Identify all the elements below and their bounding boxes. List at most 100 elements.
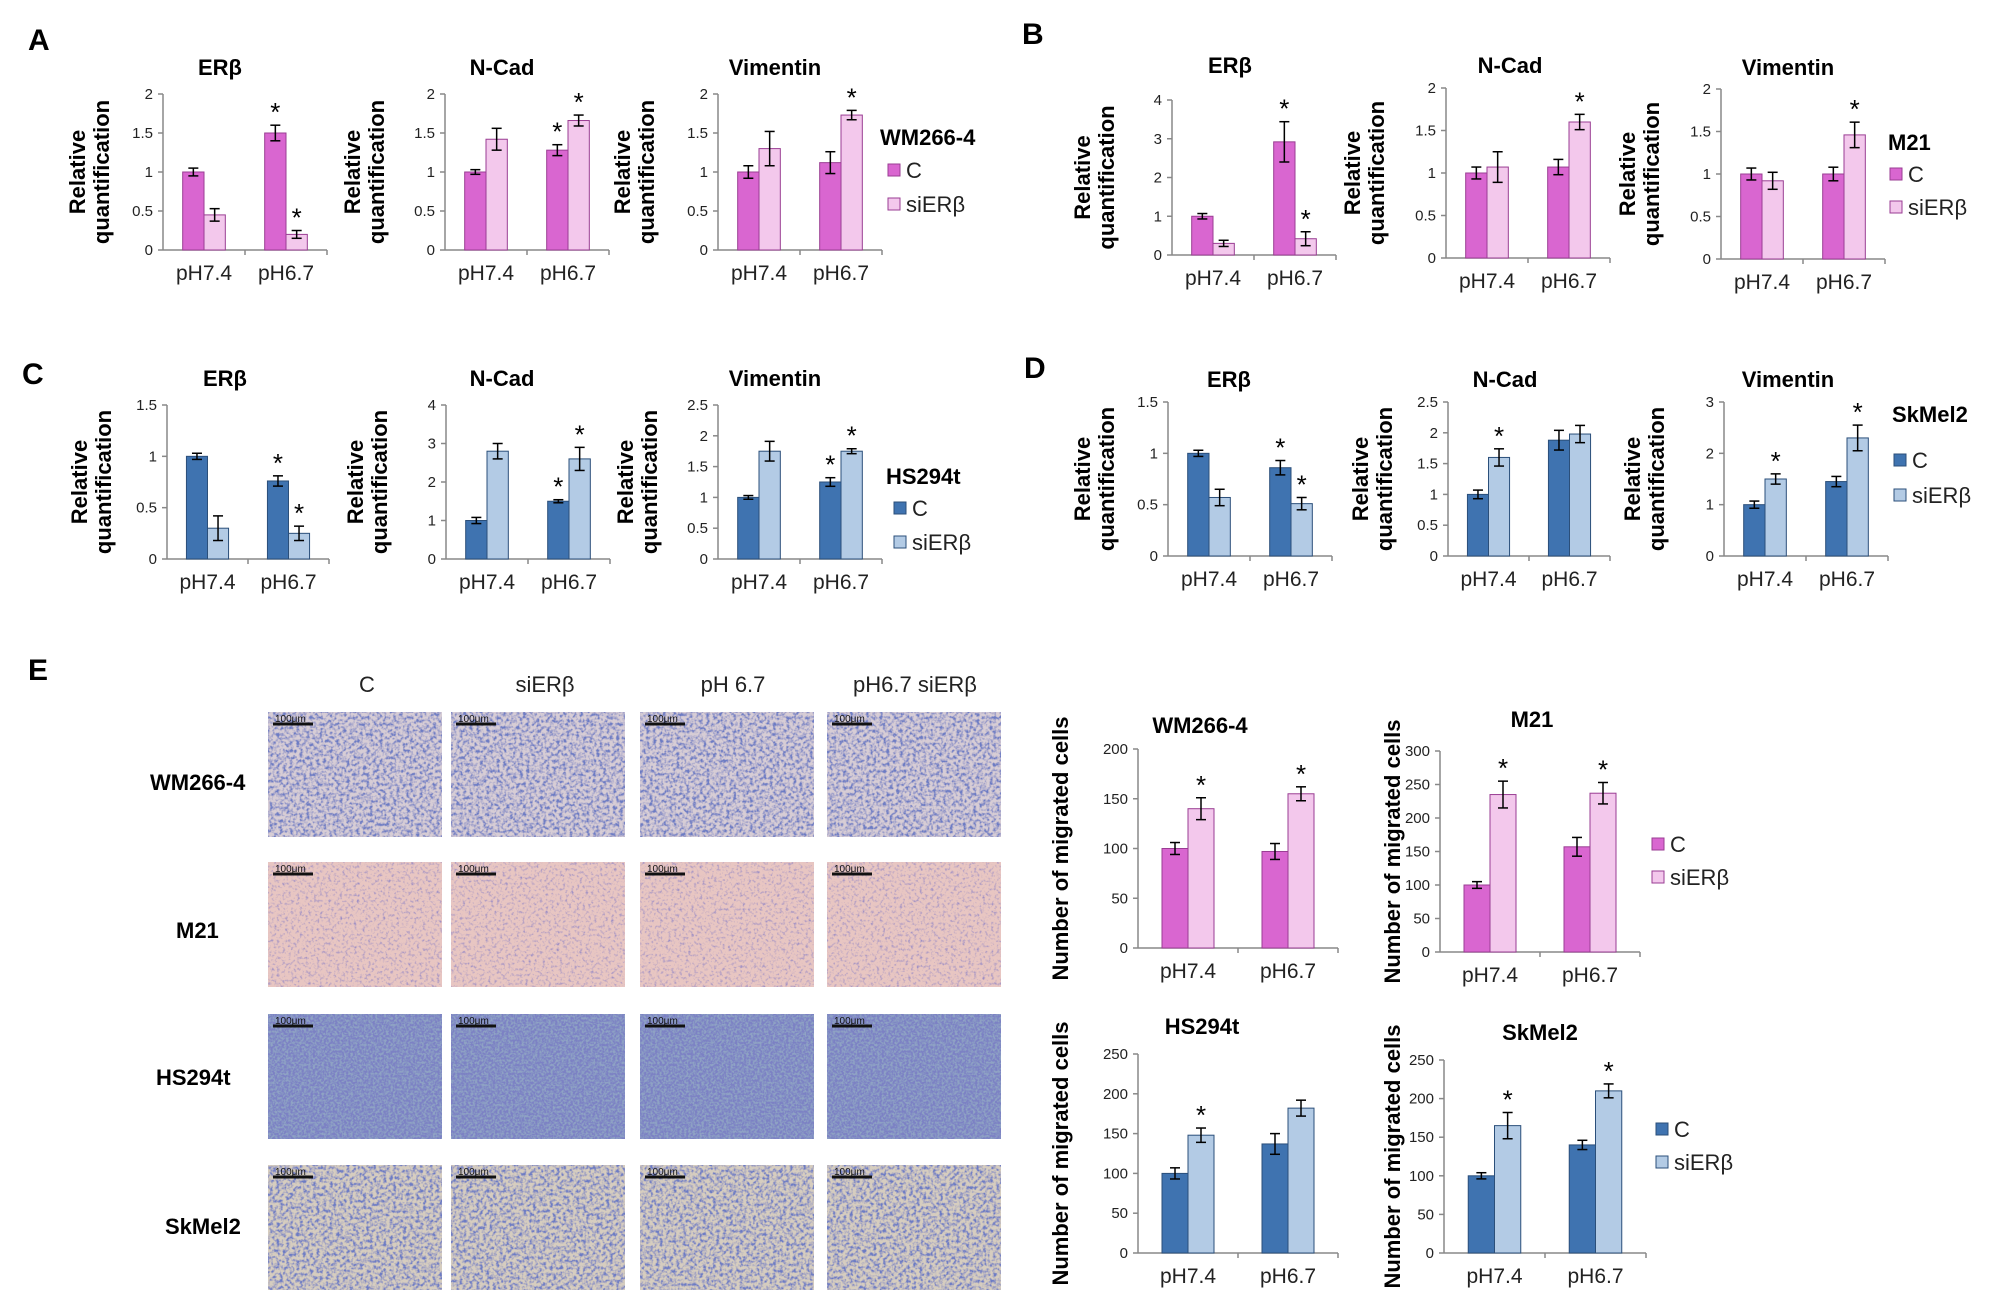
bar-c xyxy=(1463,884,1491,953)
y-axis-label-line2: quantification xyxy=(91,410,116,554)
chart-title: SkMel2 xyxy=(1502,1020,1578,1045)
micrograph-grid: 100μm 100μm 100μm 100μm 100μm 100μm 100μm 100μm… xyxy=(268,712,1001,1290)
x-category-label: pH7.4 xyxy=(176,262,232,285)
y-tick-label: 50 xyxy=(1413,911,1430,928)
y-axis-label: Number of migrated cells xyxy=(1380,719,1405,983)
significance-star: * xyxy=(1598,754,1608,784)
y-tick-label: 0.5 xyxy=(1137,497,1158,514)
y-tick-label: 1.5 xyxy=(136,397,157,414)
scale-bar-label: 100μm xyxy=(834,714,865,725)
y-axis-label-line2: quantification xyxy=(634,100,659,244)
significance-star: * xyxy=(273,448,283,478)
micrograph-0-1: 100μm xyxy=(451,712,625,837)
bar-sier xyxy=(758,450,781,560)
micrograph-image xyxy=(827,712,1001,837)
bar-c xyxy=(1547,439,1570,557)
y-tick-label: 1 xyxy=(1428,165,1436,182)
bar-c xyxy=(1161,1172,1189,1254)
y-tick-label: 0 xyxy=(1154,247,1162,264)
y-tick-label: 2 xyxy=(700,86,708,103)
bar-sier xyxy=(1187,1134,1215,1254)
bar-c xyxy=(1465,172,1488,259)
chart-title: Vimentin xyxy=(729,55,822,80)
x-category-label: pH7.4 xyxy=(1462,964,1518,987)
y-axis-label-line1: Relative xyxy=(1070,437,1095,521)
y-axis-label: Number of migrated cells xyxy=(1048,1021,1073,1285)
bar-c xyxy=(1743,504,1766,557)
y-tick-label: 0 xyxy=(1150,548,1158,565)
y-tick-label: 4 xyxy=(1154,92,1162,109)
micrograph-1-3: 100μm xyxy=(827,862,1001,987)
micrograph-1-2: 100μm xyxy=(640,862,814,987)
x-category-label: pH7.4 xyxy=(731,262,787,285)
significance-star: * xyxy=(1850,94,1860,124)
y-tick-label: 1 xyxy=(1706,497,1714,514)
x-category-label: pH6.7 xyxy=(258,262,314,285)
chart-title: ERβ xyxy=(203,366,247,391)
legend-swatch-c xyxy=(887,163,901,177)
legend-label-c: C xyxy=(906,158,922,183)
y-axis-label-line1: Relative xyxy=(1348,437,1373,521)
micrograph-image xyxy=(640,1165,814,1290)
y-axis-label-line2: quantification xyxy=(1639,102,1664,246)
y-tick-label: 1 xyxy=(145,164,153,181)
y-axis-label: Number of migrated cells xyxy=(1048,716,1073,980)
y-tick-label: 1 xyxy=(700,489,708,506)
bar-c xyxy=(1825,481,1848,557)
y-axis-label-line2: quantification xyxy=(1364,101,1389,245)
legend-swatch-c xyxy=(893,501,907,515)
y-tick-label: 0.5 xyxy=(1417,517,1438,534)
panel-letter-e: E xyxy=(28,654,48,687)
significance-star: * xyxy=(1575,86,1585,116)
y-tick-label: 150 xyxy=(1409,1129,1434,1146)
bar-sier xyxy=(840,450,863,560)
chart-title: Vimentin xyxy=(1742,55,1835,80)
legend-title-d: SkMel2 xyxy=(1892,402,1968,427)
y-tick-label: 2 xyxy=(427,86,435,103)
scale-bar-label: 100μm xyxy=(275,714,306,725)
x-category-label: pH6.7 xyxy=(1267,267,1323,290)
bar-sier xyxy=(1287,1107,1315,1254)
legend-swatch-c xyxy=(1651,837,1665,851)
legend-swatch-c xyxy=(1889,167,1903,181)
x-category-label: pH6.7 xyxy=(813,262,869,285)
chart-b2: N-Cad Relative quantification 0 0.5 1 1.5 2 pH7.… xyxy=(1340,53,1611,293)
bar-sier xyxy=(1589,792,1617,953)
micrograph-3-0: 100μm xyxy=(268,1165,442,1290)
y-tick-label: 1.5 xyxy=(1690,124,1711,141)
significance-star: * xyxy=(1604,1056,1614,1086)
micrograph-2-1: 100μm xyxy=(451,1014,625,1139)
chart-e3: HS294t Number of migrated cells 0 50 100 150 2… xyxy=(1048,1014,1339,1288)
significance-star: * xyxy=(825,450,835,480)
y-tick-label: 2 xyxy=(1703,81,1711,98)
legend-label-c: C xyxy=(1908,162,1924,187)
bar-sier xyxy=(1764,478,1787,557)
significance-star: * xyxy=(1771,446,1781,476)
significance-star: * xyxy=(1296,759,1306,789)
x-category-label: pH7.4 xyxy=(1160,1265,1216,1288)
bar-sier xyxy=(1488,456,1511,557)
bar-c xyxy=(737,171,760,251)
y-tick-label: 0 xyxy=(1426,1245,1434,1262)
bar-c xyxy=(464,171,487,251)
x-category-label: pH7.4 xyxy=(731,571,787,594)
x-category-label: pH6.7 xyxy=(1562,964,1618,987)
micrograph-image xyxy=(451,1014,625,1139)
y-tick-label: 3 xyxy=(428,436,436,453)
bar-sier xyxy=(1489,794,1517,953)
y-tick-label: 200 xyxy=(1103,741,1128,758)
legend-panel-a: WM266-4 C siERβ xyxy=(880,125,976,217)
row-label-skmel2: SkMel2 xyxy=(165,1214,241,1239)
y-tick-label: 0 xyxy=(1120,940,1128,957)
significance-star: * xyxy=(1503,1084,1513,1114)
bar-c xyxy=(1191,215,1214,256)
y-axis-label-line1: Relative xyxy=(1620,437,1645,521)
bar-sier xyxy=(568,458,591,560)
x-category-label: pH6.7 xyxy=(1263,568,1319,591)
column-header-si: siERβ xyxy=(515,672,574,697)
bar-c xyxy=(1822,173,1845,260)
y-tick-label: 1.5 xyxy=(1417,456,1438,473)
y-tick-label: 0 xyxy=(1706,548,1714,565)
legend-label-c: C xyxy=(1674,1117,1690,1142)
x-category-label: pH7.4 xyxy=(458,262,514,285)
